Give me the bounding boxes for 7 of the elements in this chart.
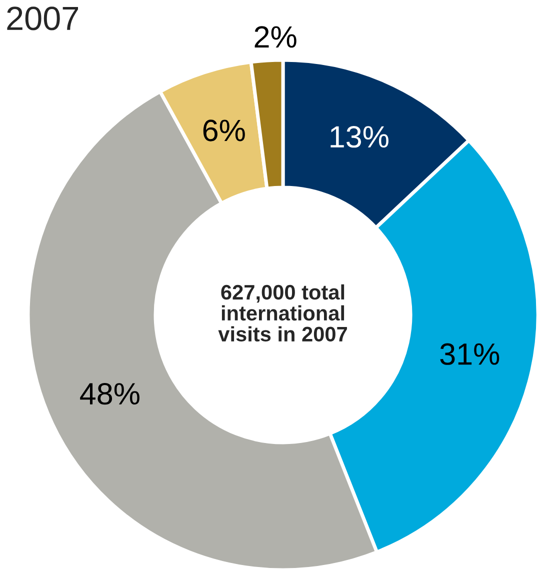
chart-title: 2007 bbox=[7, 6, 78, 30]
data-label: 48% bbox=[80, 382, 140, 405]
data-label: 31% bbox=[440, 343, 500, 365]
text: 627,000 total international visits in 2007 bbox=[218, 284, 347, 342]
data-label: 6% bbox=[203, 120, 245, 142]
data-label: 2% bbox=[254, 26, 296, 48]
data-label: 13% bbox=[330, 126, 388, 148]
